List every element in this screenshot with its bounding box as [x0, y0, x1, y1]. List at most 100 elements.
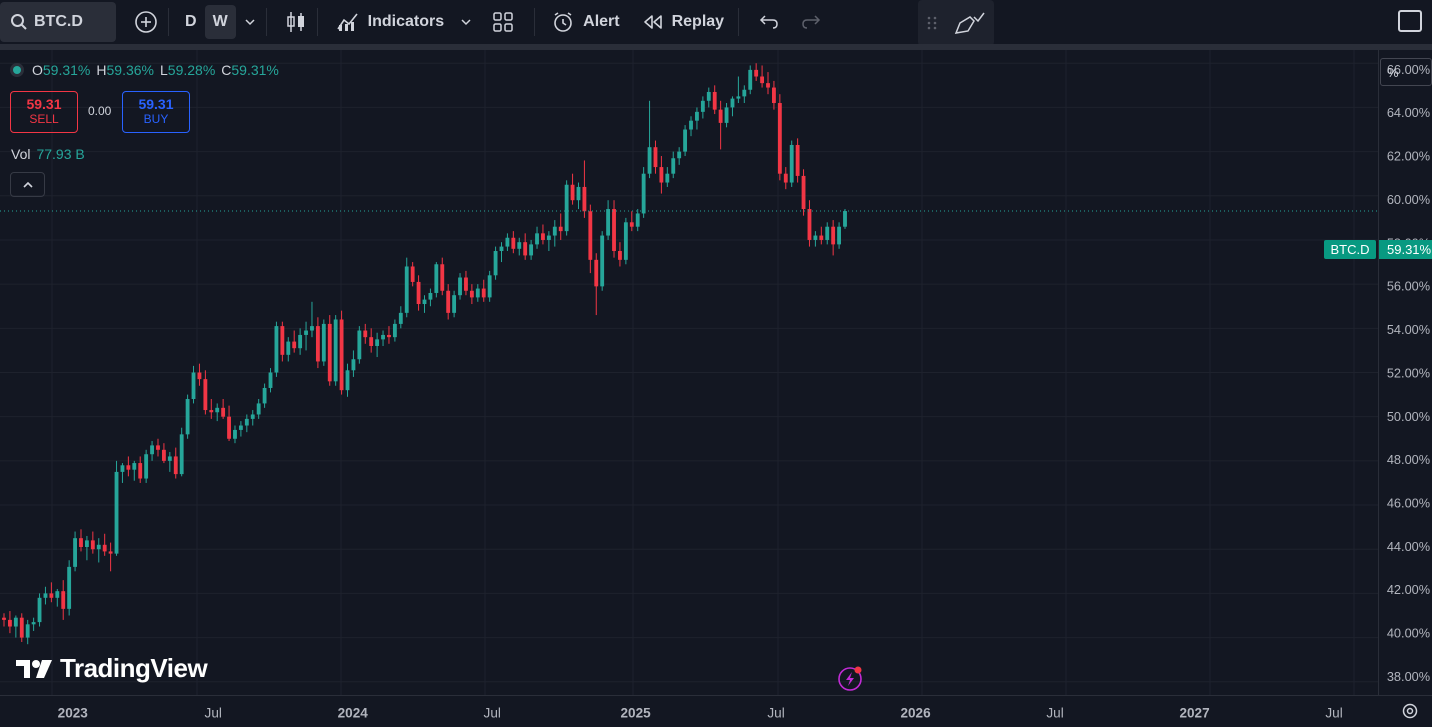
undo-button[interactable] [749, 5, 787, 39]
price-tick-label: 44.00% [1387, 539, 1430, 554]
candle-body [339, 319, 344, 391]
candle-body [795, 144, 800, 176]
candle-body [49, 593, 54, 598]
alarm-clock-icon [554, 12, 572, 32]
layouts-button[interactable] [484, 5, 522, 39]
candle-body [511, 237, 516, 249]
candle-body [345, 370, 350, 391]
candle-body [280, 326, 285, 355]
candle-body [138, 463, 143, 479]
candle-body [783, 173, 788, 183]
candle-body [736, 96, 741, 99]
fullscreen-button[interactable] [1398, 10, 1422, 32]
candle-body [635, 213, 640, 227]
candle-body [120, 465, 125, 472]
toolbar-divider [534, 8, 536, 36]
pen-check-icon [954, 12, 985, 34]
scale-mode-button[interactable]: % [1380, 58, 1432, 86]
candle-body [73, 538, 77, 567]
search-icon [11, 14, 27, 30]
candle-body [600, 235, 605, 287]
market-status-icon[interactable] [10, 63, 24, 77]
toolbar-divider [168, 8, 169, 36]
interval-daily-button[interactable]: D [185, 13, 197, 30]
candle-body [43, 593, 48, 598]
candle-body [150, 445, 154, 455]
candle-body [108, 551, 113, 554]
indicators-button[interactable]: Indicators [328, 5, 452, 39]
drawing-toolbar-toggle[interactable] [918, 0, 994, 46]
price-axis[interactable]: 66.00%64.00%62.00%60.00%58.00%56.00%54.0… [1378, 50, 1432, 695]
candle-body [286, 341, 291, 355]
candle-body [61, 591, 66, 609]
candle-body [777, 103, 782, 174]
candle-body [748, 69, 753, 90]
settings-gear-icon[interactable] [1400, 701, 1420, 721]
redo-button[interactable] [793, 5, 831, 39]
undo-icon [760, 15, 778, 29]
sell-label: SELL [29, 112, 59, 126]
flash-icon[interactable] [838, 665, 864, 691]
open-key: O [32, 62, 43, 78]
toolbar-divider [316, 8, 318, 36]
candle-body [197, 372, 202, 380]
candle-body [333, 319, 338, 382]
collapse-legend-button[interactable] [10, 172, 45, 197]
candle-body [185, 399, 190, 435]
drag-handle-icon [927, 16, 937, 30]
candle-body [327, 323, 332, 382]
price-tick-label: 46.00% [1387, 495, 1430, 510]
candle-body [144, 454, 149, 479]
last-price-label: 59.31% [1379, 240, 1432, 259]
candle-body [173, 456, 178, 475]
buy-price: 59.31 [138, 96, 174, 112]
alert-button[interactable]: Alert [543, 5, 627, 39]
time-tick-label: 2023 [58, 705, 89, 720]
candle-body [84, 540, 89, 548]
candle-body [766, 83, 770, 88]
candle-body [227, 416, 231, 439]
candle-body [298, 334, 303, 349]
brand-label: TradingView [60, 653, 208, 683]
tradingview-logo[interactable]: TradingView [14, 653, 208, 684]
candle-body [576, 186, 581, 201]
candle-body [209, 410, 214, 413]
price-tick-label: 50.00% [1387, 409, 1430, 424]
candle-body [126, 465, 131, 470]
candle-body [677, 151, 682, 159]
interval-dropdown-button[interactable] [236, 5, 264, 39]
candle-body [760, 76, 765, 84]
candle-body [191, 372, 196, 400]
interval-weekly-button[interactable]: W [204, 5, 236, 39]
buy-button[interactable]: 59.31 BUY [122, 91, 190, 133]
candle-body [689, 120, 693, 130]
symbol-search-button[interactable]: BTC.D [0, 2, 116, 42]
time-tick-label: 2027 [1179, 705, 1209, 720]
indicators-dropdown-button[interactable] [452, 5, 480, 39]
sell-price: 59.31 [26, 96, 62, 112]
replay-button[interactable]: Replay [634, 5, 732, 39]
candle-body [813, 235, 818, 240]
price-tick-label: 40.00% [1387, 626, 1430, 641]
candle-body [398, 312, 403, 324]
grid-layout-icon [493, 12, 513, 32]
candle-body [612, 209, 616, 252]
candle-body [268, 372, 273, 388]
sell-button[interactable]: 59.31 SELL [10, 91, 78, 133]
toolbar-border [0, 44, 1432, 50]
candle-body [215, 407, 220, 413]
candle-body [387, 334, 391, 338]
indicators-label: Indicators [367, 13, 445, 30]
chart-style-button[interactable] [277, 5, 315, 39]
candle-body [837, 226, 842, 245]
time-axis[interactable]: 2023 Jul 2024 Jul 2025 Jul 2026 Jul 2027 Jul [0, 695, 1432, 727]
compare-symbol-button[interactable] [126, 5, 166, 39]
redo-icon [802, 15, 821, 29]
candle-body [233, 429, 237, 439]
open-value: 59.31% [42, 62, 91, 78]
candle-body [588, 211, 593, 260]
candle-body [19, 617, 24, 638]
chart-pane[interactable] [0, 50, 1378, 695]
candle-body [310, 326, 314, 331]
candle-body [179, 434, 184, 475]
